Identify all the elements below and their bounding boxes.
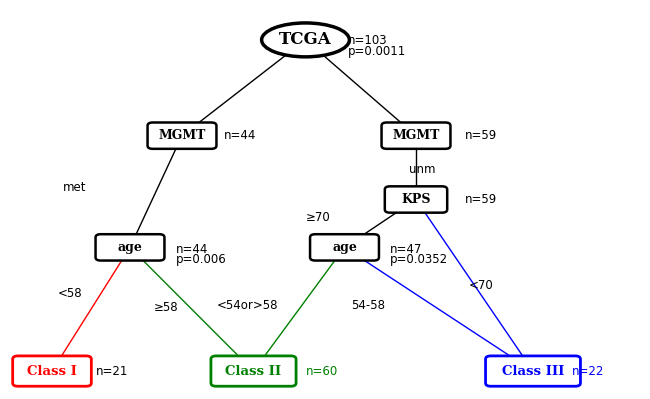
Text: n=60: n=60: [306, 365, 338, 377]
Text: MGMT: MGMT: [159, 129, 205, 142]
Text: n=47: n=47: [390, 243, 422, 257]
FancyBboxPatch shape: [486, 356, 580, 386]
Text: p=0.0011: p=0.0011: [348, 45, 406, 58]
Text: n=21: n=21: [96, 365, 129, 377]
FancyBboxPatch shape: [148, 122, 216, 149]
Text: n=59: n=59: [465, 193, 497, 206]
Text: <54or>58: <54or>58: [216, 299, 278, 312]
Text: ≥58: ≥58: [153, 301, 178, 314]
Text: Class II: Class II: [226, 365, 281, 377]
Text: Class I: Class I: [27, 365, 77, 377]
Ellipse shape: [261, 23, 350, 57]
Text: MGMT: MGMT: [393, 129, 439, 142]
Text: p=0.0352: p=0.0352: [390, 253, 448, 267]
Text: n=103: n=103: [348, 34, 387, 47]
Text: <70: <70: [469, 279, 493, 292]
Text: TCGA: TCGA: [279, 32, 332, 48]
Text: met: met: [63, 181, 86, 194]
FancyBboxPatch shape: [13, 356, 91, 386]
Text: ≥70: ≥70: [306, 211, 331, 224]
Text: n=22: n=22: [572, 365, 604, 377]
FancyBboxPatch shape: [310, 234, 379, 261]
Text: <58: <58: [58, 287, 83, 300]
FancyBboxPatch shape: [382, 122, 450, 149]
Text: age: age: [332, 241, 357, 254]
FancyBboxPatch shape: [211, 356, 296, 386]
Text: n=59: n=59: [465, 129, 497, 142]
Text: KPS: KPS: [401, 193, 431, 206]
Text: n=44: n=44: [176, 243, 208, 257]
Text: 54-58: 54-58: [352, 299, 385, 312]
Text: unm: unm: [410, 163, 436, 176]
FancyBboxPatch shape: [96, 234, 164, 261]
Text: p=0.006: p=0.006: [176, 253, 226, 267]
Text: n=44: n=44: [224, 129, 257, 142]
FancyBboxPatch shape: [385, 186, 447, 213]
Text: age: age: [118, 241, 142, 254]
Text: Class III: Class III: [502, 365, 564, 377]
